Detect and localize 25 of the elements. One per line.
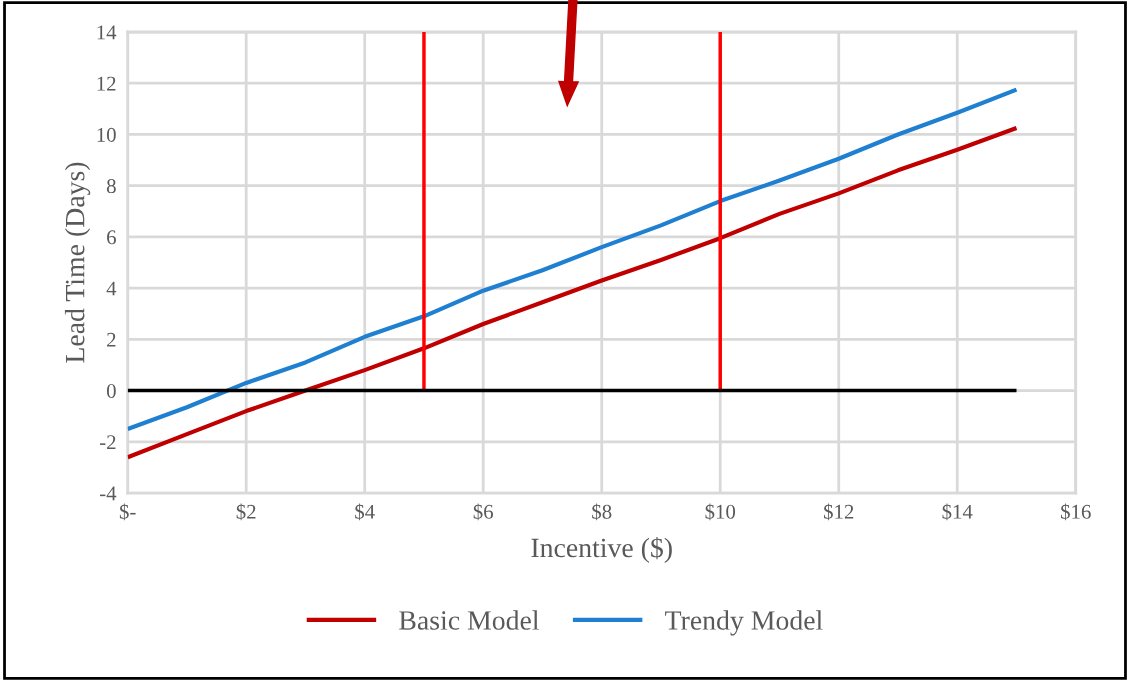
x-tick-label: $6 [473,503,494,521]
y-tick-label: 6 [107,230,116,245]
y-tick-label: -2 [100,435,116,450]
x-tick-label: $8 [592,503,612,521]
y-tick-label: 14 [97,25,117,40]
y-tick-label: 12 [97,76,116,91]
x-tick-label: $4 [355,503,375,521]
x-tick-label: $- [119,503,136,521]
line-series [127,87,1019,432]
legend-label: Trendy Model [665,610,823,636]
y-tick-label: -4 [100,486,117,501]
x-tick-label: $14 [942,503,973,521]
x-tick-label: $16 [1061,503,1091,521]
x-tick-label: $12 [824,503,854,521]
y-tick-label: 10 [97,127,116,142]
y-axis-title: Lead Time (Days) [64,162,91,363]
x-axis-title: Incentive ($) [531,536,672,563]
y-tick-label: 2 [107,332,116,347]
x-tick-label: $2 [236,503,256,521]
y-tick-label: 4 [106,281,117,296]
x-tick-label: $10 [705,503,736,521]
y-tick-label: 8 [106,179,116,194]
line-series [127,125,1019,460]
y-tick-label: 0 [106,383,116,399]
legend-label: Basic Model [399,610,540,630]
